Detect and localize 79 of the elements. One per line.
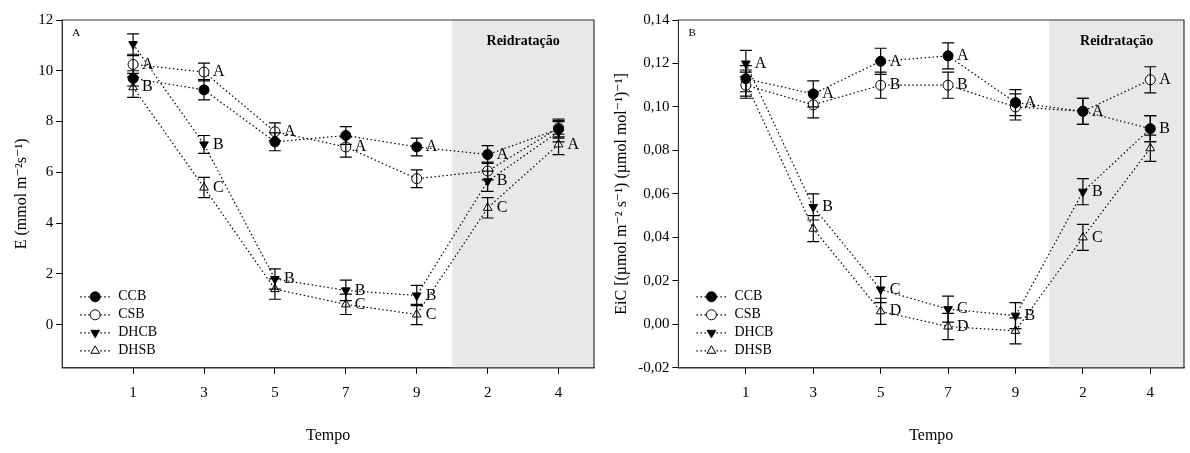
annotation: A: [72, 26, 81, 39]
legend-label: DHSB: [734, 342, 772, 358]
x-tick-label: 2: [1079, 383, 1087, 400]
legend-label: DHSB: [118, 342, 156, 358]
data-label: A: [283, 121, 296, 139]
data-label: A: [213, 62, 226, 80]
x-tick-label: 9: [412, 383, 421, 400]
y-tick-label: 0,12: [643, 54, 670, 71]
legend-label: CSB: [734, 306, 761, 322]
y-tick-label: 10: [38, 61, 54, 78]
data-label: B: [889, 75, 901, 93]
data-label: B: [142, 77, 153, 95]
data-label: A: [1024, 92, 1037, 110]
data-label: B: [213, 134, 224, 152]
y-tick-label: 2: [45, 264, 54, 281]
band-label: Reidratação: [486, 32, 560, 48]
data-label: A: [754, 53, 767, 71]
data-label: C: [889, 279, 901, 297]
legend-label: DHCB: [734, 324, 774, 340]
x-tick-label: 5: [876, 383, 885, 400]
data-label: A: [1159, 69, 1172, 87]
y-tick-label: 12: [38, 10, 54, 27]
legend-label: CSB: [118, 306, 145, 322]
data-label: C: [496, 198, 508, 216]
data-label: D: [957, 316, 969, 334]
data-label: B: [496, 171, 508, 189]
legend-label: CCB: [118, 288, 147, 304]
y-tick-label: 6: [45, 163, 54, 180]
data-label: A: [889, 51, 902, 69]
data-label: A: [957, 46, 970, 64]
x-tick-label: 7: [944, 383, 953, 400]
x-tick-label: 1: [129, 383, 137, 400]
data-label: B: [822, 197, 833, 215]
x-tick-label: 1: [742, 383, 750, 400]
x-tick-label: 2: [483, 383, 492, 400]
data-label: A: [1091, 101, 1104, 119]
x-tick-label: 4: [554, 383, 563, 400]
x-tick-label: 3: [200, 383, 208, 400]
legend-label: DHCB: [118, 324, 158, 340]
y-tick-label: 0,14: [643, 10, 670, 27]
y-tick-label: 0,04: [643, 228, 670, 245]
y-axis-title: EiC [(µmol m⁻² s⁻¹) (µmol mol⁻¹)⁻¹]: [611, 73, 630, 315]
x-axis-title: Tempo: [306, 425, 351, 444]
y-tick-label: 0,10: [643, 97, 670, 114]
data-label: A: [142, 54, 155, 72]
data-label: C: [213, 177, 224, 195]
data-label: A: [425, 137, 438, 155]
data-label: C: [425, 304, 437, 322]
data-label: C: [1091, 227, 1103, 245]
band-label: Reidratação: [1080, 32, 1154, 48]
data-label: B: [283, 269, 295, 287]
x-axis-title: Tempo: [909, 425, 954, 444]
data-label: B: [1159, 118, 1170, 136]
data-label: B: [1024, 305, 1036, 323]
x-tick-label: 4: [1146, 383, 1155, 400]
data-label: A: [822, 84, 835, 102]
y-axis-title: E (mmol m⁻²s⁻¹): [11, 138, 30, 250]
data-label: A: [354, 137, 367, 155]
y-tick-label: 8: [45, 112, 54, 129]
data-label: B: [425, 285, 437, 303]
y-tick-label: 0: [45, 315, 54, 332]
y-tick-label: 0,00: [643, 315, 670, 332]
x-tick-label: 7: [342, 383, 351, 400]
data-label: B: [1091, 181, 1103, 199]
data-label: B: [957, 75, 968, 93]
data-label: A: [567, 134, 580, 152]
x-tick-label: 3: [809, 383, 818, 400]
legend-label: CCB: [734, 288, 763, 304]
y-tick-label: 0,08: [643, 141, 670, 158]
x-tick-label: 9: [1011, 383, 1020, 400]
x-tick-label: 5: [271, 383, 279, 400]
y-tick-label: 0,02: [643, 271, 670, 288]
data-label: D: [889, 301, 902, 319]
y-tick-label: -0,02: [638, 358, 670, 375]
data-label: A: [496, 144, 509, 162]
data-label: C: [957, 299, 968, 317]
y-tick-label: 0,06: [643, 184, 670, 201]
annotation: B: [688, 26, 696, 39]
y-tick-label: 4: [45, 214, 54, 231]
